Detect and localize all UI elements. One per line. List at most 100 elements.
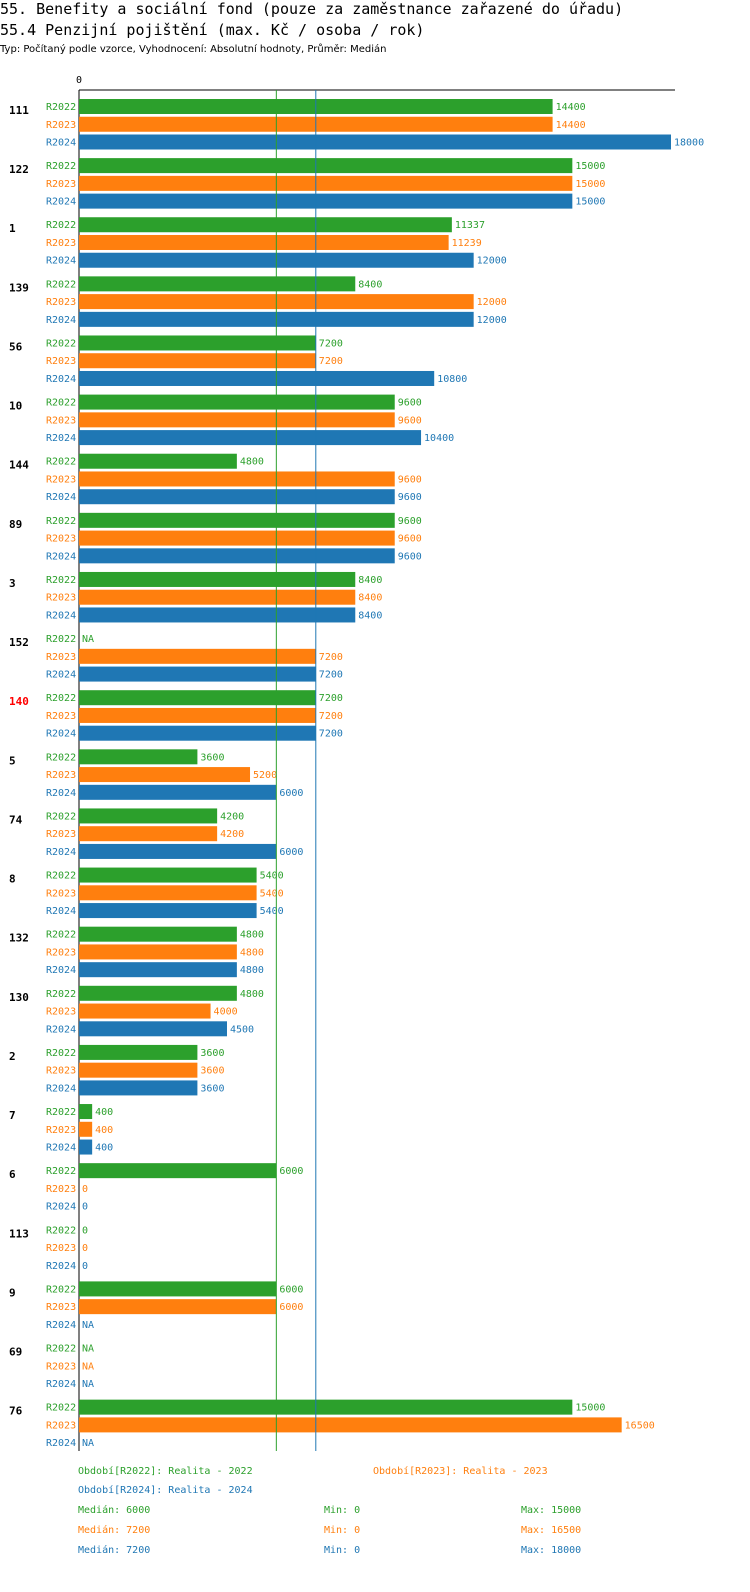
- chart-type-info: Typ: Počítaný podle vzorce, Vyhodnocení:…: [0, 44, 387, 55]
- group-label: 56: [9, 340, 23, 353]
- data-label: 9600: [398, 415, 422, 426]
- series-label: R2023: [46, 1243, 76, 1254]
- data-label: 12000: [477, 297, 507, 308]
- series-label: R2022: [46, 1048, 76, 1059]
- series-label: R2022: [46, 634, 76, 645]
- series-label: R2022: [46, 1225, 76, 1236]
- group-label: 69: [9, 1346, 22, 1359]
- group-label: 2: [9, 1050, 16, 1063]
- series-label: R2024: [46, 847, 76, 858]
- series-label: R2024: [46, 610, 76, 621]
- series-label: R2024: [46, 1379, 76, 1390]
- series-label: R2023: [46, 297, 76, 308]
- data-label: 6000: [279, 788, 303, 799]
- series-label: R2022: [46, 457, 76, 468]
- group-label: 139: [9, 281, 29, 294]
- data-label: 4500: [230, 1024, 254, 1035]
- data-label: 5200: [253, 770, 277, 781]
- bar: [79, 767, 251, 783]
- bar: [79, 926, 237, 942]
- data-label: 12000: [477, 256, 507, 267]
- bar: [79, 784, 277, 800]
- bar: [79, 394, 395, 410]
- data-label: 7200: [319, 338, 343, 349]
- series-label: R2024: [46, 1202, 76, 1213]
- data-label: 3600: [200, 752, 224, 763]
- series-label: R2023: [46, 179, 76, 190]
- bar: [79, 985, 237, 1001]
- data-label: 9600: [398, 492, 422, 503]
- bar: [79, 471, 395, 487]
- data-label: 6000: [279, 1166, 303, 1177]
- data-label: 0: [82, 1243, 88, 1254]
- bar: [79, 1062, 198, 1078]
- legend-r2024: Období[R2024]: Realita - 2024: [78, 1485, 253, 1496]
- series-label: R2022: [46, 102, 76, 113]
- data-label: 4800: [240, 989, 264, 1000]
- bar: [79, 1080, 198, 1096]
- data-label: NA: [82, 1361, 94, 1372]
- bar: [79, 1104, 93, 1120]
- data-label: 9600: [398, 551, 422, 562]
- bar: [79, 903, 257, 919]
- series-label: R2022: [46, 811, 76, 822]
- bar: [79, 808, 218, 824]
- bar: [79, 335, 316, 351]
- group-label: 5: [9, 754, 16, 767]
- series-label: R2024: [46, 1320, 76, 1331]
- group-label: 10: [9, 400, 22, 413]
- group-label: 111: [9, 104, 29, 117]
- data-label: 6000: [279, 847, 303, 858]
- series-label: R2024: [46, 788, 76, 799]
- data-label: 0: [82, 1261, 88, 1272]
- data-label: 7200: [319, 693, 343, 704]
- bar: [79, 430, 422, 446]
- data-label: 4800: [240, 930, 264, 941]
- bar: [79, 276, 356, 292]
- data-label: 16500: [625, 1420, 655, 1431]
- series-label: R2023: [46, 415, 76, 426]
- series-label: R2024: [46, 1261, 76, 1272]
- series-label: R2022: [46, 989, 76, 1000]
- bar: [79, 530, 395, 546]
- series-label: R2023: [46, 711, 76, 722]
- data-label: 15000: [575, 1403, 605, 1414]
- series-label: R2024: [46, 1438, 76, 1449]
- bar: [79, 571, 356, 587]
- x-axis-tick-label: 0: [76, 75, 82, 86]
- bar: [79, 453, 237, 469]
- data-label: 400: [95, 1125, 113, 1136]
- bar: [79, 962, 237, 978]
- data-label: NA: [82, 634, 94, 645]
- series-label: R2023: [46, 1184, 76, 1195]
- stat-min-r2022: Min: 0: [324, 1505, 361, 1516]
- series-label: R2023: [46, 593, 76, 604]
- series-label: R2023: [46, 1007, 76, 1018]
- series-label: R2022: [46, 693, 76, 704]
- series-label: R2024: [46, 138, 76, 149]
- series-label: R2022: [46, 575, 76, 586]
- data-label: 5400: [260, 871, 284, 882]
- bar: [79, 353, 316, 369]
- legend-r2022: Období[R2022]: Realita - 2022: [78, 1466, 253, 1477]
- series-label: R2024: [46, 433, 76, 444]
- series-label: R2024: [46, 1083, 76, 1094]
- series-label: R2024: [46, 729, 76, 740]
- group-label: 130: [9, 991, 29, 1004]
- bar: [79, 690, 316, 706]
- group-label: 9: [9, 1286, 16, 1299]
- series-label: R2023: [46, 652, 76, 663]
- bar: [79, 489, 395, 505]
- bar: [79, 548, 395, 564]
- bar: [79, 158, 573, 174]
- bar: [79, 1417, 622, 1433]
- data-label: 4200: [220, 829, 244, 840]
- data-label: 18000: [674, 138, 704, 149]
- series-label: R2022: [46, 930, 76, 941]
- series-label: R2023: [46, 1302, 76, 1313]
- series-label: R2023: [46, 829, 76, 840]
- series-label: R2022: [46, 1107, 76, 1118]
- series-label: R2022: [46, 161, 76, 172]
- series-label: R2024: [46, 492, 76, 503]
